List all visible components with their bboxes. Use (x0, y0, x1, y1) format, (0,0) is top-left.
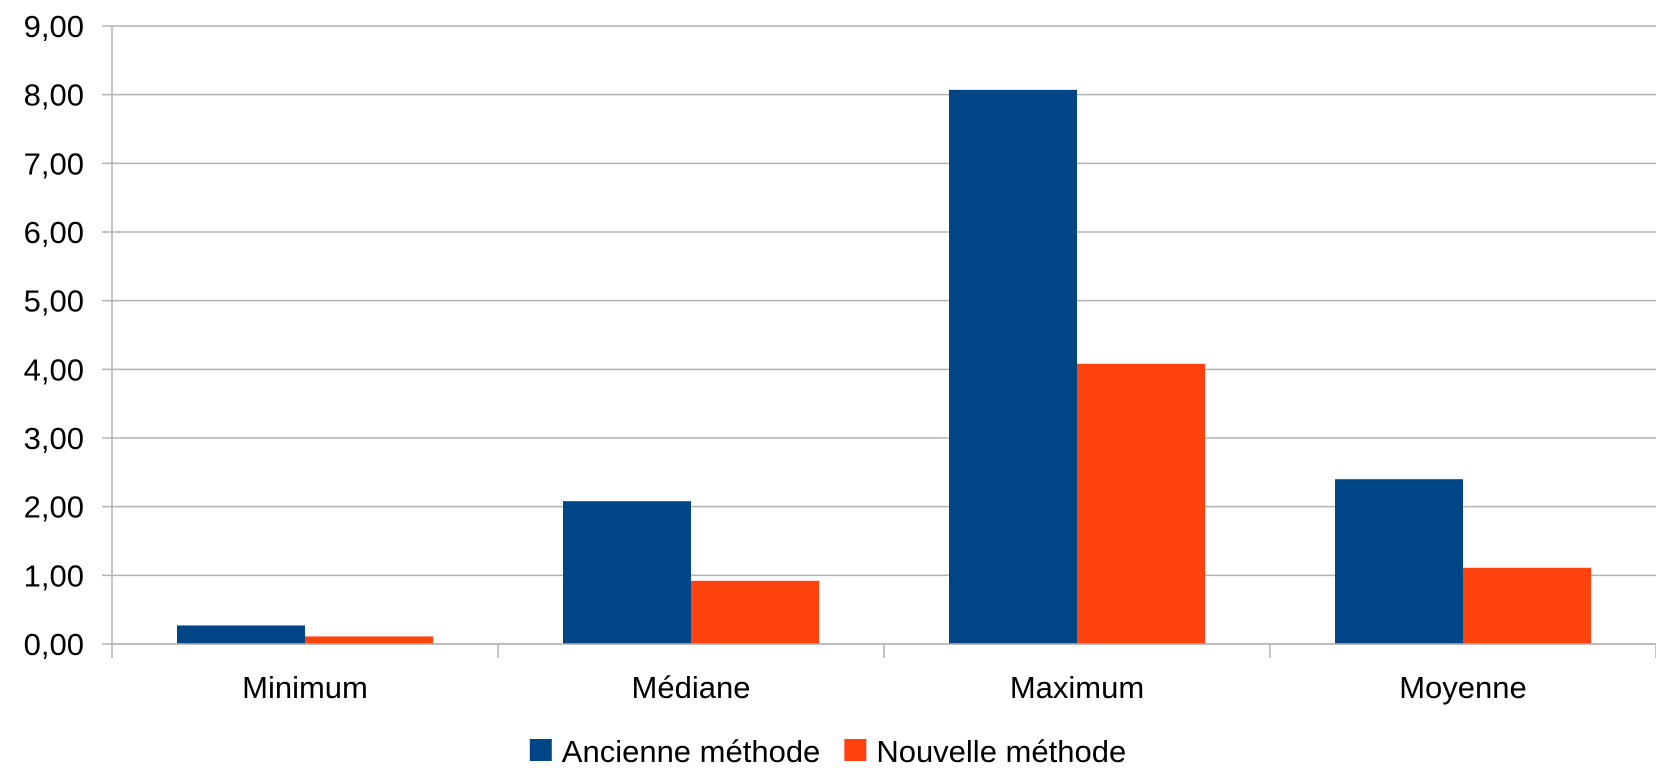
y-tick-label: 8,00 (24, 78, 84, 113)
legend-swatch (844, 739, 867, 761)
bar (563, 501, 691, 644)
y-tick-label: 9,00 (24, 9, 84, 44)
y-tick-label: 0,00 (24, 627, 84, 662)
legend-label: Ancienne méthode (562, 734, 821, 769)
x-category-label: Médiane (632, 670, 751, 705)
y-tick-label: 5,00 (24, 284, 84, 319)
bar (1335, 479, 1463, 644)
x-axis-categories: Minimum Médiane Maximum Moyenne (242, 670, 1527, 705)
x-category-label: Minimum (242, 670, 368, 705)
legend-label: Nouvelle méthode (876, 734, 1126, 769)
x-category-label: Moyenne (1399, 670, 1527, 705)
bar (1463, 567, 1591, 644)
bar (305, 636, 433, 644)
y-axis-ticks: 0,00 1,00 2,00 3,00 4,00 5,00 6,00 7,00 8,00 9,00 (24, 9, 84, 662)
y-tick-label: 4,00 (24, 352, 84, 387)
bar (1077, 363, 1205, 644)
y-tick-label: 1,00 (24, 558, 84, 593)
bar (949, 89, 1077, 645)
bar (691, 580, 819, 644)
y-tick-label: 6,00 (24, 215, 84, 250)
y-tick-label: 2,00 (24, 490, 84, 525)
axes (111, 26, 1656, 658)
y-tick-label: 3,00 (24, 421, 84, 456)
grid-lines (102, 25, 1656, 645)
x-category-label: Maximum (1010, 670, 1144, 705)
bar (177, 625, 305, 644)
legend: Ancienne méthode Nouvelle méthode (529, 734, 1126, 769)
y-tick-label: 7,00 (24, 146, 84, 181)
legend-swatch (529, 739, 552, 761)
bars (177, 89, 1591, 645)
